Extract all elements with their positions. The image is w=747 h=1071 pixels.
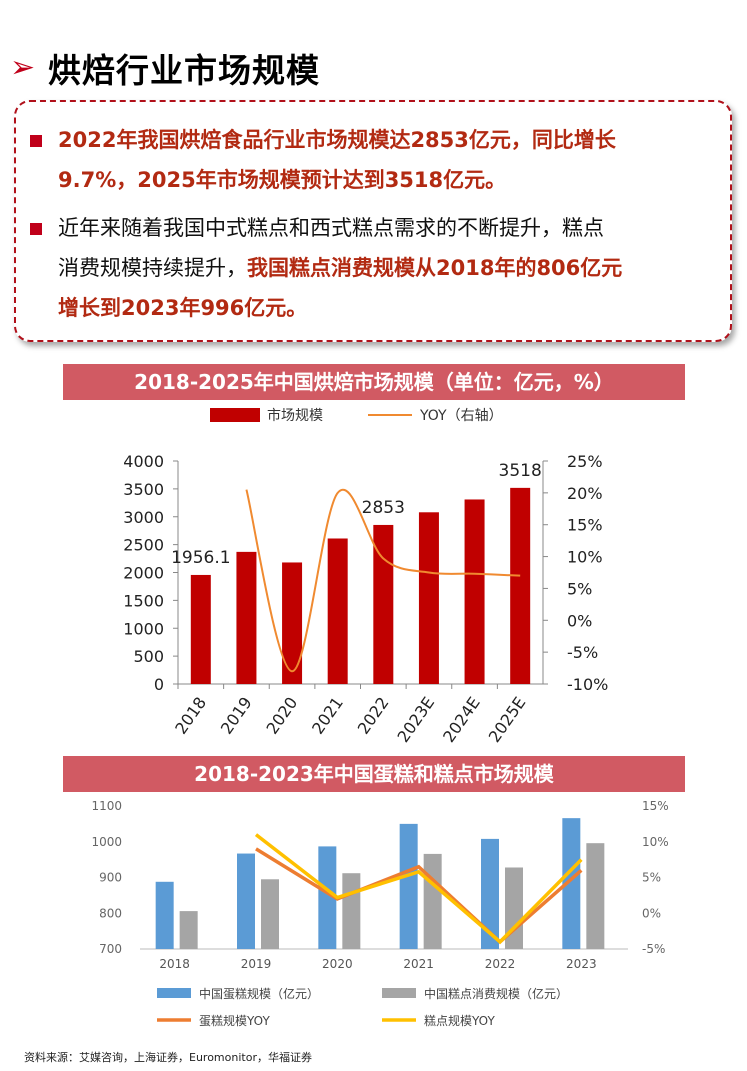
bar-cake-size bbox=[481, 838, 499, 949]
y-tick-label: 2000 bbox=[123, 564, 164, 583]
x-tick-label: 2023E bbox=[393, 693, 438, 745]
bullet-2-line-2-a: 消费规模持续提升， bbox=[58, 256, 247, 280]
summary-callout: 2022年我国烘焙食品行业市场规模达2853亿元，同比增长 9.7%，2025年… bbox=[14, 100, 732, 342]
x-tick-label: 2019 bbox=[217, 693, 256, 737]
bar-cake-size bbox=[155, 881, 174, 949]
bar-market-size bbox=[236, 551, 257, 684]
y2-tick-label: -10% bbox=[567, 675, 608, 694]
y-tick-label: 4000 bbox=[123, 452, 164, 471]
x-tick-label: 2022 bbox=[485, 957, 516, 971]
x-tick-label: 2025E bbox=[485, 693, 530, 745]
line-yoy bbox=[245, 488, 521, 673]
data-label: 2853 bbox=[362, 498, 405, 518]
y-tick-label: 3000 bbox=[123, 508, 164, 527]
y2-tick-label: 25% bbox=[567, 452, 603, 471]
bar-cake-size bbox=[237, 853, 255, 949]
x-tick-label: 2021 bbox=[403, 957, 434, 971]
bullet-1-text: 2022年我国烘焙食品行业市场规模达2853亿元，同比增长 9.7%，2025年… bbox=[58, 120, 728, 200]
bar-market-size bbox=[373, 524, 394, 684]
data-label: 3518 bbox=[499, 461, 542, 481]
legend-cake-yoy-label: 蛋糕规模YOY bbox=[199, 1013, 270, 1028]
y-tick-label: 700 bbox=[99, 942, 122, 956]
y-tick-label: 0 bbox=[154, 675, 164, 694]
y2-tick-label: -5% bbox=[642, 942, 665, 956]
x-tick-label: 2019 bbox=[241, 957, 272, 971]
bar-market-size bbox=[418, 512, 439, 684]
y2-tick-label: 10% bbox=[642, 835, 669, 849]
bar-pastry-size bbox=[261, 879, 279, 949]
bar-market-size bbox=[282, 562, 303, 684]
y2-tick-label: 0% bbox=[567, 611, 592, 630]
y-tick-label: 2500 bbox=[123, 536, 164, 555]
legend-pastry-size-label: 中国糕点消费规模（亿元） bbox=[424, 986, 568, 1001]
y-tick-label: 500 bbox=[133, 647, 164, 666]
x-tick-label: 2020 bbox=[262, 693, 301, 737]
y2-tick-label: 5% bbox=[642, 871, 661, 885]
bullet-1-line-2: 9.7%，2025年市场规模预计达到3518亿元。 bbox=[58, 168, 507, 192]
page-title-bar: ➢ 烘焙行业市场规模 bbox=[0, 38, 747, 100]
chart-1-title: 2018-2025年中国烘焙市场规模（单位：亿元，%） bbox=[63, 364, 685, 400]
bar-market-size bbox=[464, 499, 485, 684]
y-tick-label: 900 bbox=[99, 871, 122, 885]
legend-cake-size-label: 中国蛋糕规模（亿元） bbox=[199, 986, 319, 1001]
bullet-2-text: 近年来随着我国中式糕点和西式糕点需求的不断提升，糕点 消费规模持续提升，我国糕点… bbox=[58, 208, 728, 328]
chart-2-title: 2018-2023年中国蛋糕和糕点市场规模 bbox=[63, 756, 685, 792]
x-tick-label: 2022 bbox=[354, 693, 393, 737]
bar-cake-size bbox=[318, 846, 337, 949]
bullet-square-icon bbox=[30, 135, 42, 147]
legend-pastry-size-swatch bbox=[382, 988, 416, 998]
chart-1: 市场规模 YOY（右轴） 0 500 1000 1500 2000 2500 3000 3500 4… bbox=[123, 407, 608, 745]
bullet-2-line-3: 增长到2023年996亿元。 bbox=[58, 296, 308, 320]
x-tick-label: 2018 bbox=[171, 693, 210, 737]
x-tick-label: 2023 bbox=[566, 957, 597, 971]
bar-pastry-size bbox=[342, 873, 361, 949]
arrow-icon: ➢ bbox=[10, 50, 36, 85]
y-tick-label: 3500 bbox=[123, 480, 164, 499]
legend-pastry-yoy-label: 糕点规模YOY bbox=[424, 1013, 495, 1028]
bar-cake-size bbox=[562, 818, 581, 949]
x-tick-label: 2024E bbox=[439, 693, 484, 745]
y2-tick-label: 15% bbox=[567, 516, 603, 535]
chart-2: 700 800 900 1000 1100 -5% 0% 5% 10% 15% 2018 2019 20… bbox=[91, 799, 669, 1028]
bar-pastry-size bbox=[423, 853, 442, 949]
y2-tick-label: 0% bbox=[642, 906, 661, 920]
source-note: 资料来源：艾媒咨询，上海证券，Euromonitor，华福证券 bbox=[24, 1051, 312, 1064]
bar-pastry-size bbox=[179, 911, 198, 949]
y2-tick-label: 20% bbox=[567, 484, 603, 503]
legend-label-market-size: 市场规模 bbox=[267, 407, 323, 424]
y-tick-label: 1500 bbox=[123, 591, 164, 610]
y-tick-label: 1100 bbox=[91, 799, 122, 813]
line-cake-yoy bbox=[255, 847, 583, 945]
legend-label-yoy: YOY（右轴） bbox=[419, 408, 503, 424]
bar-market-size bbox=[510, 487, 531, 684]
y-tick-label: 800 bbox=[99, 906, 122, 920]
bullet-2-line-2-b: 我国糕点消费规模从2018年的806亿元 bbox=[247, 256, 623, 280]
legend-cake-size-swatch bbox=[157, 988, 191, 998]
bullet-2-line-1: 近年来随着我国中式糕点和西式糕点需求的不断提升，糕点 bbox=[58, 216, 604, 240]
y2-tick-label: 15% bbox=[642, 799, 669, 813]
x-tick-label: 2020 bbox=[322, 957, 353, 971]
x-tick-label: 2021 bbox=[308, 693, 347, 737]
bar-market-size bbox=[327, 538, 348, 684]
y-tick-label: 1000 bbox=[123, 619, 164, 638]
bar-cake-size bbox=[399, 823, 418, 949]
bar-pastry-size bbox=[586, 843, 605, 949]
bullet-1-line-1: 2022年我国烘焙食品行业市场规模达2853亿元，同比增长 bbox=[58, 128, 616, 152]
y2-tick-label: 10% bbox=[567, 548, 603, 567]
x-tick-label: 2018 bbox=[159, 957, 190, 971]
legend-swatch-market-size bbox=[210, 408, 260, 422]
bar-pastry-size bbox=[505, 867, 523, 949]
bullet-square-icon bbox=[30, 223, 42, 235]
data-label: 1956.1 bbox=[171, 548, 230, 568]
line-pastry-yoy bbox=[254, 833, 583, 945]
bar-market-size bbox=[190, 574, 211, 684]
y-tick-label: 1000 bbox=[91, 835, 122, 849]
page-title: 烘焙行业市场规模 bbox=[48, 51, 320, 90]
y2-tick-label: 5% bbox=[567, 579, 592, 598]
y2-tick-label: -5% bbox=[567, 643, 598, 662]
